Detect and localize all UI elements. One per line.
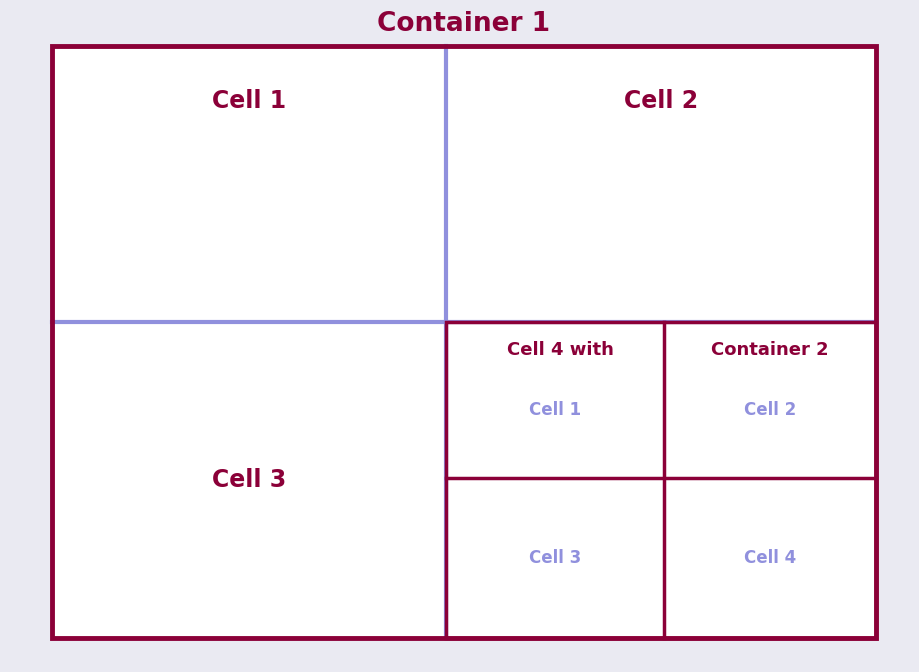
- Text: Cell 1: Cell 1: [529, 401, 581, 419]
- Bar: [446, 322, 876, 638]
- Text: Cell 2: Cell 2: [743, 401, 796, 419]
- Bar: [52, 46, 876, 638]
- Text: Cell 4 with: Cell 4 with: [506, 341, 614, 359]
- Text: Cell 3: Cell 3: [528, 549, 581, 567]
- Text: Cell 2: Cell 2: [624, 89, 698, 113]
- Text: Container 1: Container 1: [378, 11, 550, 37]
- Text: Cell 3: Cell 3: [212, 468, 286, 492]
- Text: Cell 4: Cell 4: [743, 549, 796, 567]
- Text: Container 2: Container 2: [711, 341, 829, 359]
- Text: Cell 1: Cell 1: [212, 89, 286, 113]
- Bar: [52, 46, 876, 638]
